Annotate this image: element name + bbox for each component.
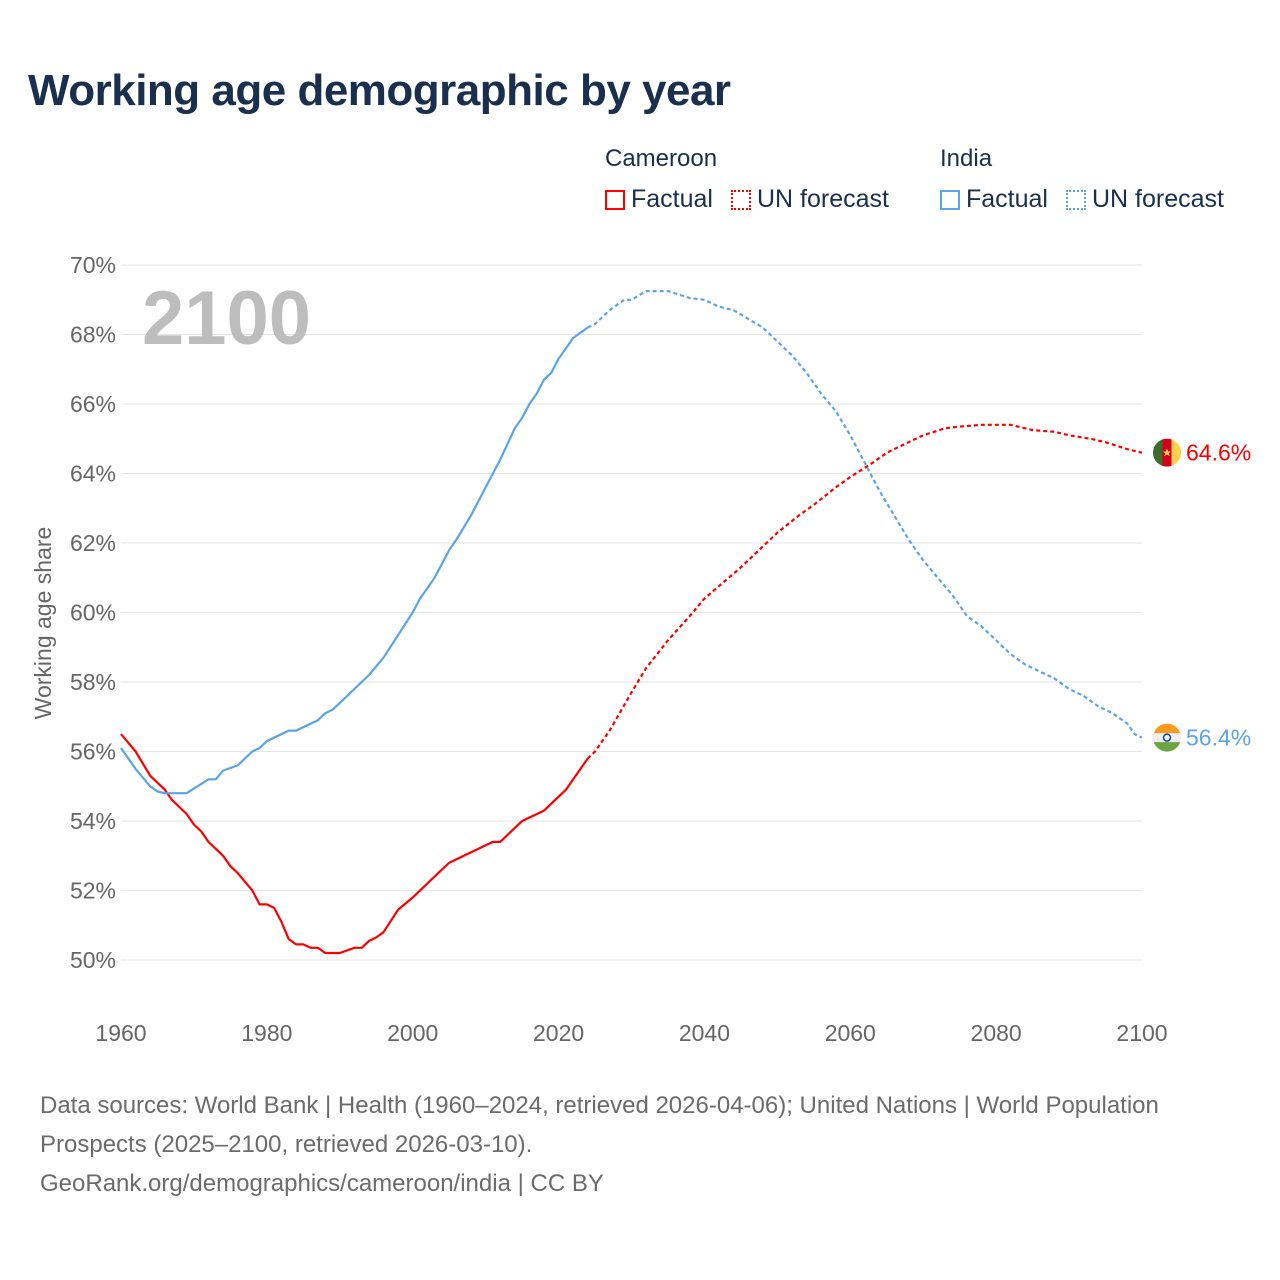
attribution-link[interactable]: GeoRank.org/demographics/cameroon/india … <box>40 1170 604 1197</box>
x-tick-label: 2000 <box>387 1020 438 1046</box>
y-tick-label: 66% <box>70 391 116 417</box>
y-tick-label: 68% <box>70 322 116 348</box>
cameroon-forecast-line <box>586 423 1143 760</box>
x-tick-label: 1980 <box>241 1020 292 1046</box>
cameroon-end-label: 64.6% <box>1186 440 1251 466</box>
y-tick-label: 52% <box>70 878 116 904</box>
x-tick-label: 2100 <box>1116 1020 1167 1046</box>
legend-item-cameroon-factual[interactable]: Factual <box>605 185 713 214</box>
legend-group-name: India <box>940 145 993 172</box>
y-tick-label: 58% <box>70 669 116 695</box>
cameroon-flag-icon <box>1153 438 1181 467</box>
legend-label: UN forecast <box>1091 185 1224 213</box>
y-tick-label: 64% <box>70 461 116 487</box>
legend-label: Factual <box>631 185 713 213</box>
y-tick-label: 50% <box>70 947 116 973</box>
x-tick-label: 2040 <box>679 1020 730 1046</box>
india-flag-icon <box>1153 723 1181 752</box>
y-tick-label: 62% <box>70 530 116 556</box>
dotted-swatch-icon <box>730 189 751 210</box>
footer: Data sources: World Bank | Health (1960–… <box>40 1086 1180 1203</box>
legend-group-cameroon: Cameroon Factual UN forecast <box>605 145 889 214</box>
cameroon-factual-line <box>120 733 589 955</box>
india-forecast-line <box>587 290 1143 739</box>
solid-swatch-icon <box>605 189 625 210</box>
india-end-label: 56.4% <box>1186 725 1251 751</box>
dotted-swatch-icon <box>1065 189 1086 210</box>
year-watermark: 2100 <box>142 276 311 361</box>
india-factual-line <box>120 326 589 795</box>
legend-label: Factual <box>966 185 1048 213</box>
x-tick-label: 1960 <box>95 1020 146 1046</box>
solid-swatch-icon <box>940 189 960 210</box>
legend-item-cameroon-forecast[interactable]: UN forecast <box>730 185 889 214</box>
legend-group-name: Cameroon <box>605 145 718 172</box>
data-sources: Data sources: World Bank | Health (1960–… <box>40 1092 1159 1158</box>
y-axis-label: Working age share <box>30 527 56 720</box>
legend-group-india: India Factual UN forecast <box>940 145 1224 214</box>
y-tick-label: 60% <box>70 600 116 626</box>
chart-title: Working age demographic by year <box>28 66 731 115</box>
y-tick-label: 56% <box>70 739 116 765</box>
x-tick-label: 2080 <box>971 1020 1022 1046</box>
legend-item-india-forecast[interactable]: UN forecast <box>1065 185 1224 214</box>
y-tick-label: 70% <box>70 252 116 278</box>
legend-item-india-factual[interactable]: Factual <box>940 185 1048 214</box>
x-tick-label: 2020 <box>533 1020 584 1046</box>
y-tick-label: 54% <box>70 808 116 834</box>
legend-label: UN forecast <box>756 185 889 213</box>
x-tick-label: 2060 <box>825 1020 876 1046</box>
